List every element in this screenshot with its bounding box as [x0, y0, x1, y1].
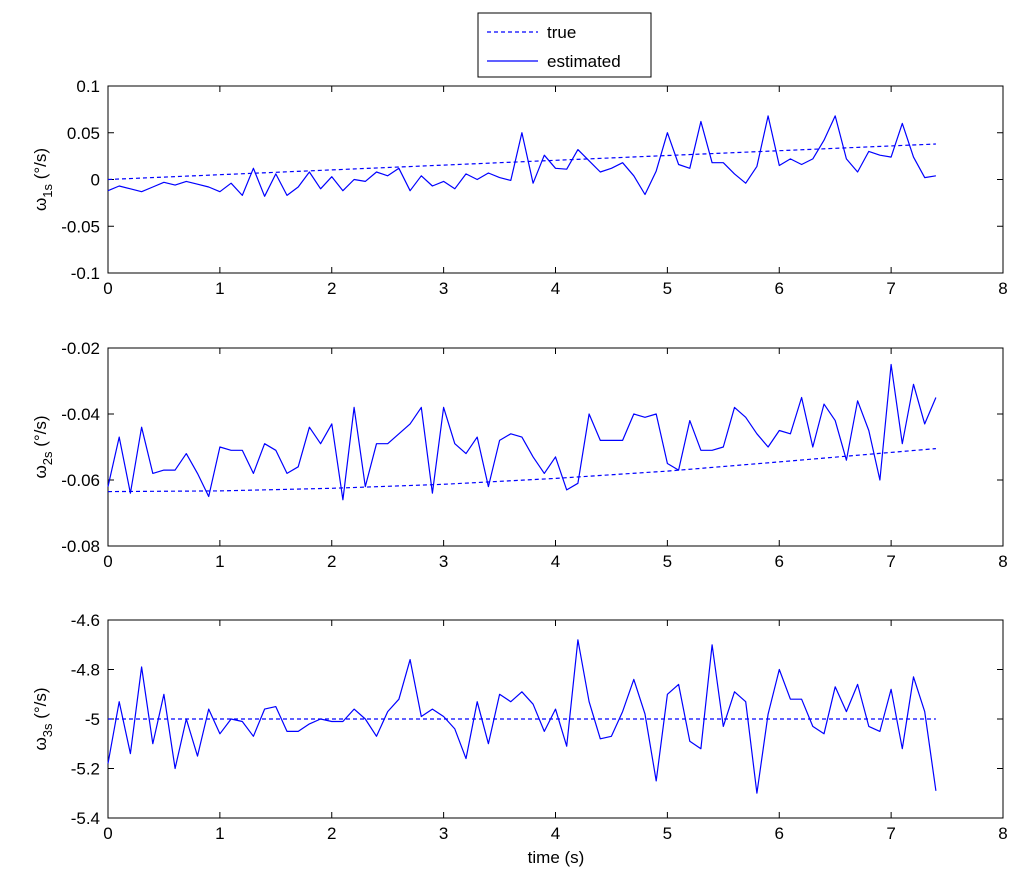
y-axis-label-subscript: 1s [40, 184, 55, 198]
x-tick-label: 4 [551, 552, 560, 571]
x-tick-label: 7 [886, 552, 895, 571]
y-axis-label-subscript: 2s [40, 451, 55, 465]
x-tick-label: 0 [103, 552, 112, 571]
y-axis-label-symbol: ω [31, 198, 50, 211]
series-line-estimated [107, 363, 937, 501]
x-tick-label: 2 [327, 552, 336, 571]
y-tick-label: -0.04 [61, 405, 100, 424]
x-axis-label: time (s) [528, 848, 585, 867]
legend-estimated-label: estimated [547, 52, 621, 71]
y-tick-label: -0.06 [61, 471, 100, 490]
x-tick-label: 6 [775, 279, 784, 298]
y-axis-label: ω3s (°/s) [31, 687, 55, 750]
axes-box [107, 347, 1004, 547]
x-tick-label: 1 [215, 279, 224, 298]
y-axis-label: ω2s (°/s) [31, 415, 55, 478]
legend-box [477, 12, 652, 78]
y-tick-label: -5.4 [71, 809, 100, 828]
x-tick-label: 8 [998, 552, 1007, 571]
x-tick-label: 4 [551, 279, 560, 298]
y-tick-label: 0.1 [76, 77, 100, 96]
x-tick-label: 4 [551, 824, 560, 843]
x-tick-label: 0 [103, 279, 112, 298]
subplot-3: 0 1 2 3 4 5 6 7 8 -4.6 -4.8 -5 -5.2 -5.4 ω3s (°/s) [31, 611, 1008, 843]
axes-box [107, 85, 1004, 274]
y-tick-label: -0.08 [61, 537, 100, 556]
series-line-estimated [107, 115, 936, 197]
x-tick-label: 5 [663, 279, 672, 298]
subplot-1: 0 1 2 3 4 5 6 7 8 0.1 0.05 0 -0.05 -0.1 ω1s (°/s) [31, 77, 1008, 298]
x-tick-label: 2 [327, 279, 336, 298]
y-tick-label: -4.6 [71, 611, 100, 630]
y-axis-label-subscript: 3s [40, 723, 55, 737]
y-tick-label: 0.05 [67, 124, 100, 143]
x-tick-label: 8 [998, 279, 1007, 298]
y-tick-label: -4.8 [71, 661, 100, 680]
x-tick-label: 1 [215, 552, 224, 571]
y-tick-label: -5 [85, 710, 100, 729]
y-tick-label: -0.1 [71, 264, 100, 283]
y-tick-label: -5.2 [71, 760, 100, 779]
x-tick-label: 5 [663, 552, 672, 571]
x-tick-label: 3 [439, 824, 448, 843]
series-line-true [107, 143, 936, 181]
x-tick-label: 7 [886, 279, 895, 298]
y-tick-label: -0.05 [61, 217, 100, 236]
x-tick-label: 3 [439, 552, 448, 571]
series-line-estimated [107, 639, 937, 794]
x-tick-label: 7 [886, 824, 895, 843]
y-axis-label-unit: (°/s) [31, 415, 50, 451]
x-tick-label: 1 [215, 824, 224, 843]
x-tick-label: 6 [775, 552, 784, 571]
y-axis-label: ω1s (°/s) [31, 148, 55, 211]
y-tick-label: -0.02 [61, 339, 100, 358]
y-axis-label-symbol: ω [31, 737, 50, 750]
series-line-true [107, 448, 936, 493]
y-axis-label-unit: (°/s) [31, 148, 50, 184]
subplot-2: 0 1 2 3 4 5 6 7 8 -0.02 -0.04 -0.06 -0.08 ω2s (°/s) [31, 339, 1008, 571]
x-tick-label: 3 [439, 279, 448, 298]
x-tick-label: 2 [327, 824, 336, 843]
y-axis-label-symbol: ω [31, 465, 50, 478]
y-axis-label-unit: (°/s) [31, 687, 50, 723]
legend-true-label: true [547, 23, 576, 42]
x-tick-label: 6 [775, 824, 784, 843]
x-tick-label: 8 [998, 824, 1007, 843]
legend: true estimated [477, 12, 652, 78]
y-tick-label: 0 [91, 171, 100, 190]
x-tick-label: 5 [663, 824, 672, 843]
x-tick-label: 0 [103, 824, 112, 843]
